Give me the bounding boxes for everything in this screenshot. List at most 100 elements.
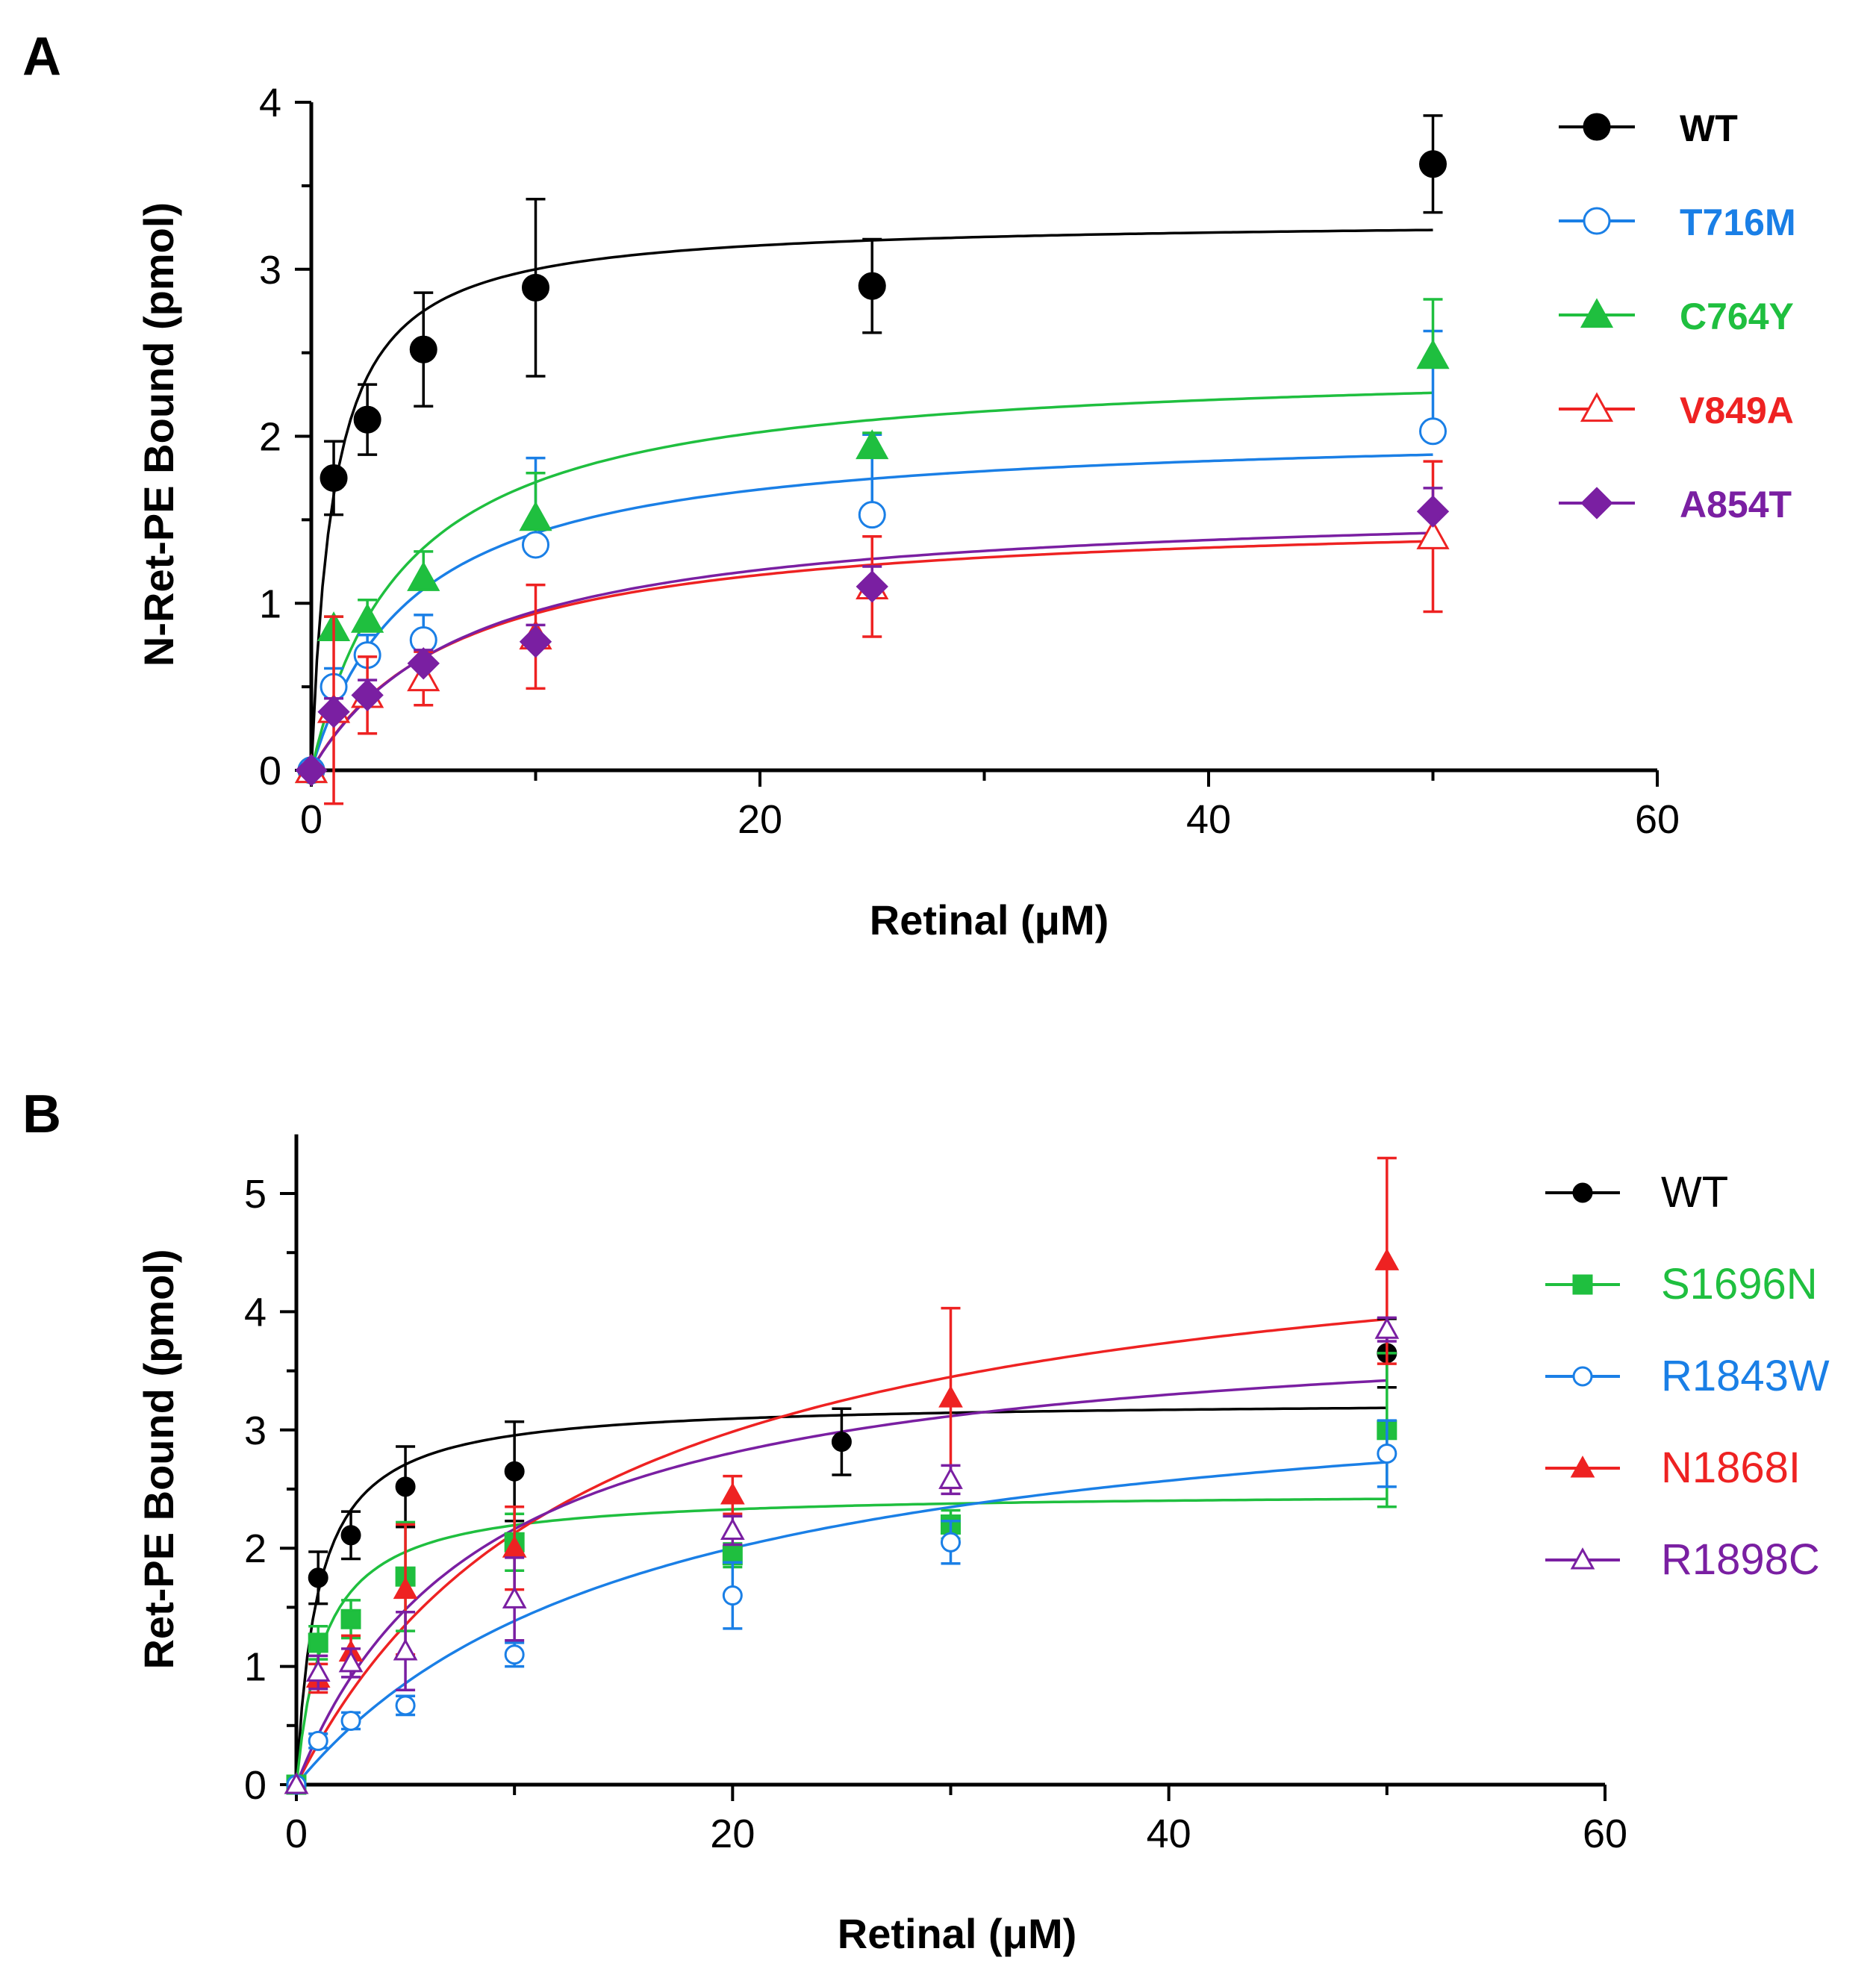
panel-b-y-axis-title: Ret-PE Bound (pmol) <box>135 1249 182 1669</box>
legend-marker <box>1580 298 1614 328</box>
legend-label: N1868I <box>1661 1444 1801 1492</box>
y-tick-label: 3 <box>244 1408 267 1453</box>
data-point-wt <box>395 1476 416 1497</box>
panel-b-data-points <box>284 1156 1400 1795</box>
legend-label: V849A <box>1680 390 1794 431</box>
data-point-r1843w <box>395 1695 416 1716</box>
data-point-wt <box>340 1525 361 1546</box>
y-tick-label: 1 <box>259 581 281 626</box>
data-point-a854t <box>295 754 328 787</box>
data-point-r1843w <box>308 1730 328 1751</box>
panel-a-y-axis-title: N-Ret-PE Bound (pmol) <box>135 202 182 667</box>
data-point-r1898c <box>502 1586 527 1609</box>
y-tick-label: 4 <box>259 81 281 125</box>
legend-label: WT <box>1661 1168 1728 1217</box>
panel-a-axes: 0 20 40 60 0 1 2 3 4 <box>259 81 1680 842</box>
panel-a: A Retinal (μM) N-Ret-PE Bound (pmol) 0 20… <box>22 27 1796 943</box>
legend-item-r1843w: R1843W <box>1545 1352 1830 1400</box>
data-point-c764y <box>407 561 440 591</box>
legend-label: R1843W <box>1661 1352 1830 1400</box>
y-tick-label: 5 <box>244 1172 267 1217</box>
panel-b-letter: B <box>22 1085 61 1144</box>
panel-b-fit-curves <box>295 1317 1387 1786</box>
data-point-r1898c <box>338 1650 364 1673</box>
data-point-t716m <box>1419 417 1447 446</box>
legend-label: WT <box>1680 107 1738 149</box>
legend-marker <box>1572 1366 1593 1387</box>
legend-marker <box>1572 1182 1593 1203</box>
data-point-a854t <box>317 696 350 728</box>
data-point-s1696n <box>308 1632 328 1653</box>
legend-label: C764Y <box>1680 296 1794 337</box>
panel-a-legend: WT T716M C764Y V849A A854T <box>1559 107 1796 525</box>
x-tick-label: 60 <box>1635 797 1680 842</box>
data-point-n1868i <box>393 1576 418 1600</box>
legend-item-r1898c: R1898C <box>1545 1535 1820 1584</box>
data-point-wt <box>320 464 348 492</box>
x-tick-label: 20 <box>710 1812 755 1856</box>
y-tick-label: 0 <box>244 1763 267 1808</box>
data-point-n1868i <box>1374 1248 1400 1270</box>
data-point-t716m <box>858 501 886 529</box>
data-point-r1898c <box>393 1638 418 1661</box>
data-point-r1843w <box>504 1644 525 1665</box>
panel-b-x-axis-title: Retinal (μM) <box>838 1910 1076 1957</box>
legend-label: R1898C <box>1661 1535 1820 1584</box>
x-tick-label: 0 <box>285 1812 308 1856</box>
legend-marker <box>1570 1455 1595 1478</box>
data-point-r1843w <box>1377 1443 1397 1464</box>
data-point-v849a <box>1416 519 1450 549</box>
data-point-r1898c <box>1374 1317 1400 1339</box>
error-bar <box>526 198 546 378</box>
data-point-a854t <box>519 625 552 658</box>
data-point-a854t <box>1416 495 1450 528</box>
x-tick-label: 60 <box>1583 1812 1627 1856</box>
data-point-t716m <box>522 531 549 559</box>
y-tick-label: 2 <box>244 1526 267 1571</box>
panel-a-letter: A <box>22 27 61 87</box>
legend-label: S1696N <box>1661 1260 1818 1308</box>
data-point-wt <box>409 335 437 363</box>
data-point-r1898c <box>938 1467 963 1489</box>
data-point-c764y <box>856 429 889 460</box>
data-point-c764y <box>519 501 552 531</box>
fit-curve-s1696n <box>295 1497 1387 1785</box>
data-point-wt <box>858 272 886 300</box>
fit-curve-r1843w <box>295 1461 1387 1786</box>
x-tick-label: 20 <box>738 797 782 842</box>
data-point-r1898c <box>284 1772 309 1794</box>
data-point-a854t <box>351 678 384 711</box>
legend-item-wt: WT <box>1559 107 1738 149</box>
data-point-n1868i <box>720 1482 745 1505</box>
legend-label: T716M <box>1680 202 1796 243</box>
y-tick-label: 3 <box>259 248 281 293</box>
data-point-c764y <box>351 602 384 633</box>
legend-marker <box>1570 1547 1595 1570</box>
data-point-wt <box>1419 150 1447 178</box>
x-tick-label: 40 <box>1186 797 1231 842</box>
data-point-a854t <box>856 570 888 603</box>
panel-a-x-axis-title: Retinal (μM) <box>870 896 1109 943</box>
legend-item-a854t: A854T <box>1559 484 1792 525</box>
legend-marker <box>1583 207 1611 235</box>
error-bar <box>1377 1156 1397 1365</box>
data-point-r1898c <box>720 1517 745 1540</box>
data-point-wt <box>504 1461 525 1482</box>
x-tick-label: 0 <box>300 797 322 842</box>
legend-marker <box>1583 113 1611 141</box>
fit-curve-n1868i <box>295 1317 1387 1785</box>
panel-b: B Retinal (μM) Ret-PE Bound (pmol) 0 20 40… <box>22 1085 1830 1957</box>
data-point-wt <box>353 405 381 434</box>
panel-b-axes: 0 20 40 60 0 1 2 3 4 5 <box>244 1134 1627 1856</box>
legend-label: A854T <box>1680 484 1792 525</box>
data-point-wt <box>308 1567 328 1588</box>
legend-item-c764y: C764Y <box>1559 296 1794 337</box>
data-point-s1696n <box>340 1609 361 1629</box>
legend-item-n1868i: N1868I <box>1545 1444 1801 1492</box>
legend-item-t716m: T716M <box>1559 202 1796 243</box>
data-point-r1843w <box>340 1710 361 1731</box>
data-point-r1843w <box>941 1532 961 1553</box>
data-point-r1898c <box>305 1659 331 1682</box>
data-point-c764y <box>1416 339 1450 369</box>
y-tick-label: 1 <box>244 1645 267 1690</box>
